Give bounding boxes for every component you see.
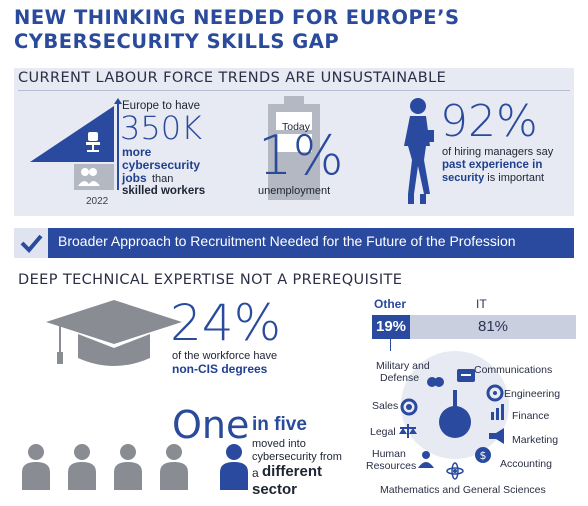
gap-value: 350K xyxy=(120,109,203,147)
legal-icon xyxy=(399,424,417,438)
other-label: Other xyxy=(374,297,407,311)
page-title-line-2: CYBERSECURITY SKILLS GAP xyxy=(14,30,340,53)
engineering-icon xyxy=(486,384,504,402)
sector-military: Military and xyxy=(376,360,430,372)
banner-text: Broader Approach to Recruitment Needed f… xyxy=(58,233,516,249)
science-icon xyxy=(446,462,464,480)
sector-math: Mathematics and General Sciences xyxy=(380,484,546,496)
section-divider xyxy=(18,90,570,91)
one-in-five-a: a xyxy=(252,466,259,480)
accounting-icon: $ xyxy=(475,447,491,463)
page-title-line-1: NEW THINKING NEEDED FOR EUROPE’S xyxy=(14,6,460,29)
hiring-manager-silhouette xyxy=(404,98,434,204)
gap-workers: skilled workers xyxy=(122,185,206,197)
it-label: IT xyxy=(476,297,487,311)
workers-icon xyxy=(78,168,100,186)
one-value: One xyxy=(172,403,250,447)
one-in-five-different: different xyxy=(262,463,322,480)
managers-line-3: security is important xyxy=(442,172,544,184)
gap-than: than xyxy=(152,173,174,185)
gap-jobs-word: cybersecurity xyxy=(122,158,201,172)
graduation-cap-icon xyxy=(46,300,182,366)
sector-defense: Defense xyxy=(380,372,420,384)
gap-jobs: jobs xyxy=(122,171,147,185)
checkmark-icon xyxy=(20,234,43,253)
in-five: in five xyxy=(252,414,307,435)
recruitment-banner xyxy=(14,228,574,258)
marketing-icon xyxy=(489,428,504,444)
sector-accounting: Accounting xyxy=(500,458,552,470)
gap-more: more xyxy=(122,145,152,159)
banner-check-box xyxy=(14,228,48,258)
degrees-line-1: of the workforce have xyxy=(172,350,278,362)
gap-year: 2022 xyxy=(86,196,109,207)
unemployment-value: 1% xyxy=(258,124,344,187)
other-bar: 19% xyxy=(372,315,410,339)
section-heading-labour: CURRENT LABOUR FORCE TRENDS ARE UNSUSTAI… xyxy=(18,70,447,86)
human-resources-icon xyxy=(418,451,434,468)
unemployment-label-top: Today xyxy=(282,121,311,133)
military-icon xyxy=(427,377,444,387)
sector-human: Human xyxy=(372,448,406,460)
sales-icon xyxy=(400,398,418,416)
managers-value: 92% xyxy=(440,96,538,147)
degrees-line-2: non-CIS degrees xyxy=(172,362,268,376)
managers-line-2: past experience in xyxy=(442,159,543,171)
sector-wheel xyxy=(401,351,509,459)
svg-text:$: $ xyxy=(480,449,487,462)
unemployment-label: unemployment xyxy=(258,185,331,197)
sector-resources: Resources xyxy=(366,460,417,472)
sector-legal: Legal xyxy=(370,426,396,438)
gap-intro: Europe to have xyxy=(122,100,201,112)
it-bar: 81% xyxy=(410,315,576,339)
managers-important: is important xyxy=(484,172,545,184)
sector-sales: Sales xyxy=(372,400,399,412)
sector-communications: Communications xyxy=(474,364,553,376)
people-row xyxy=(22,444,248,490)
managers-line-1: of hiring managers say xyxy=(442,146,554,158)
one-in-five-line-1: moved into xyxy=(252,438,306,450)
communications-icon xyxy=(457,369,475,382)
office-chair-icon xyxy=(86,132,100,152)
section-heading-expertise: DEEP TECHNICAL EXPERTISE NOT A PREREQUIS… xyxy=(18,272,403,288)
connector-line xyxy=(390,339,391,351)
finance-icon xyxy=(491,404,504,420)
sector-finance: Finance xyxy=(512,410,550,422)
degrees-value: 24% xyxy=(170,294,282,352)
battery-icon xyxy=(268,96,320,200)
one-in-five-line-2: cybersecurity from xyxy=(252,451,342,463)
sector-engineering: Engineering xyxy=(504,388,561,400)
gap-wedge-graphic xyxy=(30,98,122,190)
one-in-five-sector: sector xyxy=(252,481,298,498)
managers-security: security xyxy=(442,172,485,184)
sector-marketing: Marketing xyxy=(512,434,559,446)
